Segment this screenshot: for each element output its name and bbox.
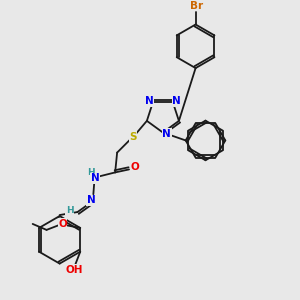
- Text: N: N: [163, 128, 171, 139]
- Text: O: O: [58, 219, 67, 229]
- Text: N: N: [87, 195, 96, 205]
- Text: H: H: [66, 206, 74, 214]
- Text: N: N: [91, 173, 100, 183]
- Text: N: N: [172, 96, 181, 106]
- Text: S: S: [129, 132, 137, 142]
- Text: O: O: [130, 163, 139, 172]
- Text: Br: Br: [190, 1, 203, 11]
- Text: OH: OH: [66, 265, 83, 275]
- Text: N: N: [145, 96, 153, 106]
- Text: H: H: [88, 168, 95, 177]
